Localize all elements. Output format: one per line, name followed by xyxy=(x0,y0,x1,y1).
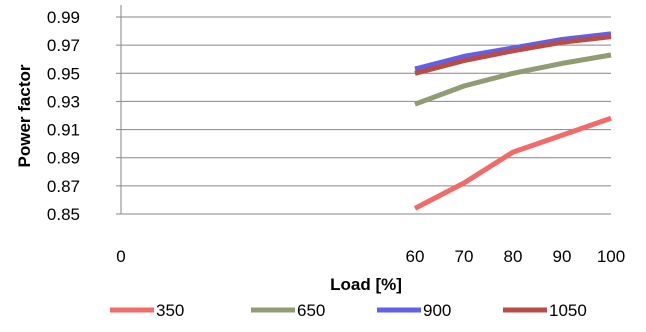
x-tick-label: 60 xyxy=(406,247,425,266)
legend-label: 350 xyxy=(156,301,184,320)
y-tick-label: 0.93 xyxy=(47,92,80,111)
y-tick-label: 0.85 xyxy=(47,205,80,224)
x-tick-label: 0 xyxy=(116,247,125,266)
legend: 350 650 900 1050 xyxy=(110,301,587,320)
x-axis-ticks: 0 60 70 80 90 100 xyxy=(116,247,625,266)
y-tick-label: 0.97 xyxy=(47,36,80,55)
y-tick-label: 0.87 xyxy=(47,177,80,196)
y-tick-label: 0.89 xyxy=(47,149,80,168)
grid xyxy=(121,16,611,215)
series-line-1050 xyxy=(414,34,612,76)
y-axis-ticks: 0.85 0.87 0.89 0.91 0.93 0.95 0.97 0.99 xyxy=(47,8,80,224)
legend-label: 650 xyxy=(297,301,325,320)
x-axis-title: Load [%] xyxy=(330,275,402,294)
axes xyxy=(116,5,122,215)
x-tick-label: 80 xyxy=(504,247,523,266)
x-tick-label: 100 xyxy=(597,247,625,266)
y-tick-label: 0.95 xyxy=(47,64,80,83)
legend-label: 900 xyxy=(423,301,451,320)
y-tick-label: 0.91 xyxy=(47,121,80,140)
series-line-350 xyxy=(413,115,612,211)
y-tick-label: 0.99 xyxy=(47,8,80,27)
series-line-900 xyxy=(414,31,612,72)
legend-label: 1050 xyxy=(549,301,587,320)
y-axis-title: Power factor xyxy=(15,64,34,167)
x-tick-label: 70 xyxy=(455,247,474,266)
series-line-650 xyxy=(414,52,612,107)
x-tick-label: 90 xyxy=(553,247,572,266)
series-lines xyxy=(413,31,612,211)
